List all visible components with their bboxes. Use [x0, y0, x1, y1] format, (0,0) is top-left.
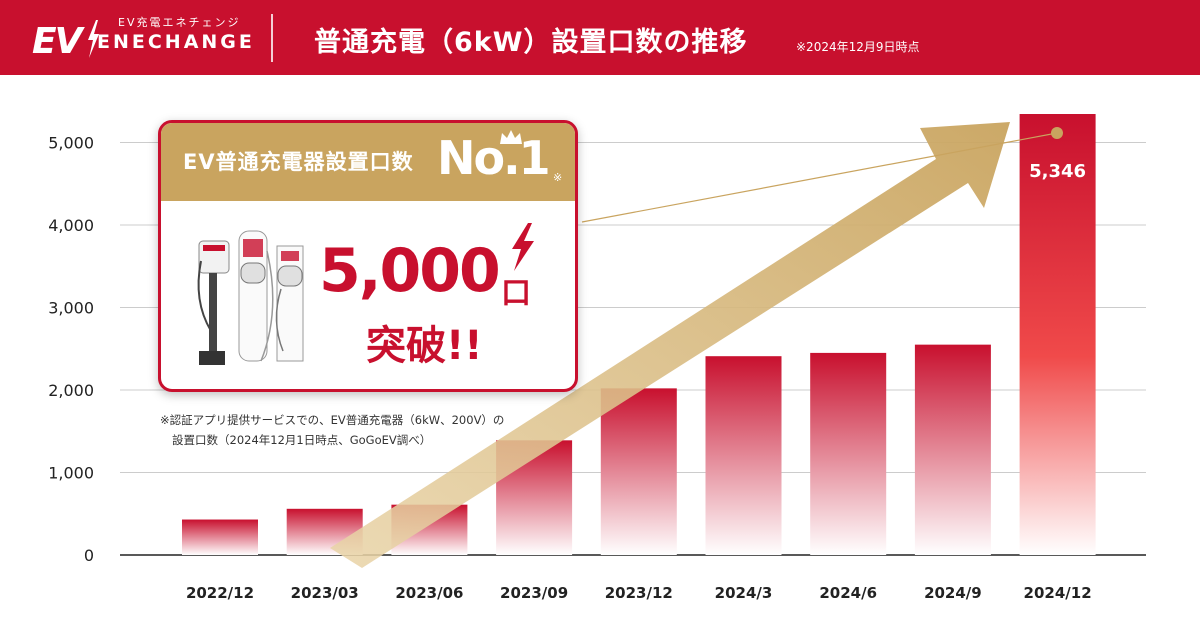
bars [182, 114, 1096, 555]
y-axis: 0 1,000 2,000 3,000 4,000 5,000 [48, 134, 94, 565]
y-tick-label: 1,000 [48, 464, 94, 483]
lightning-icon [512, 223, 534, 271]
trend-arrow [330, 122, 1010, 568]
x-tick-label: 2024/3 [715, 584, 773, 602]
x-tick-label: 2024/6 [819, 584, 877, 602]
footnote-line-2: 設置口数（2024年12月1日時点、GoGoEV調べ） [172, 433, 432, 447]
footnote: ※認証アプリ提供サービスでの、EV普通充電器（6kW、200V）の 設置口数（2… [160, 410, 504, 450]
bar [705, 356, 782, 555]
logo-ev: EV [32, 21, 82, 62]
date-note: ※2024年12月9日時点 [796, 40, 920, 54]
big-unit: 口 [501, 276, 531, 311]
leader-line [581, 132, 1058, 223]
bar [810, 352, 887, 555]
x-tick-label: 2023/09 [500, 584, 568, 602]
big-number: 5,000 [319, 236, 501, 306]
bar [600, 388, 677, 555]
badge-heading: EV普通充電器設置口数 [183, 150, 414, 174]
page-title: 普通充電（6kW）設置口数の推移 [314, 27, 748, 58]
footnote-line-1: ※認証アプリ提供サービスでの、EV普通充電器（6kW、200V）の [160, 413, 505, 427]
bar [1019, 114, 1096, 555]
breakthrough-text: 突破!! [366, 323, 483, 369]
lightning-icon [88, 20, 99, 58]
x-tick-label: 2024/9 [924, 584, 982, 602]
data-labels: 5,346 [1029, 161, 1086, 182]
x-tick-label: 2022/12 [186, 584, 254, 602]
badge-note-mark: ※ [553, 171, 563, 184]
y-tick-label: 5,000 [48, 134, 94, 153]
x-tick-label: 2023/06 [395, 584, 463, 602]
header-divider [271, 14, 273, 62]
x-tick-label: 2023/12 [605, 584, 673, 602]
data-label: 5,346 [1029, 161, 1086, 182]
charger-illustration [197, 230, 304, 365]
bar [914, 344, 991, 555]
no1-badge: EV普通充電器設置口数 No.1 ※ 5,000 口 突破!! [158, 120, 578, 392]
no1-label: No.1 [437, 131, 551, 185]
y-tick-label: 4,000 [48, 216, 94, 235]
y-tick-label: 2,000 [48, 381, 94, 400]
trend-arrow-shape [330, 122, 1010, 568]
x-axis: 2022/12 2023/03 2023/06 2023/09 2023/12 2024/… [186, 584, 1092, 602]
header-bar: EV EV充電エネチェンジ ENECHANGE 普通充電（6kW）設置口数の推移… [0, 0, 1200, 75]
x-tick-label: 2023/03 [291, 584, 359, 602]
badge-header: EV普通充電器設置口数 No.1 ※ [161, 123, 575, 201]
bar [182, 519, 258, 555]
y-tick-label: 0 [84, 546, 94, 565]
x-tick-label: 2024/12 [1024, 584, 1092, 602]
leader-dot [1051, 127, 1063, 139]
y-tick-label: 3,000 [48, 299, 94, 318]
logo-subtitle: EV充電エネチェンジ [118, 16, 241, 29]
crown-icon [500, 130, 522, 144]
logo-name: ENECHANGE [97, 31, 255, 53]
